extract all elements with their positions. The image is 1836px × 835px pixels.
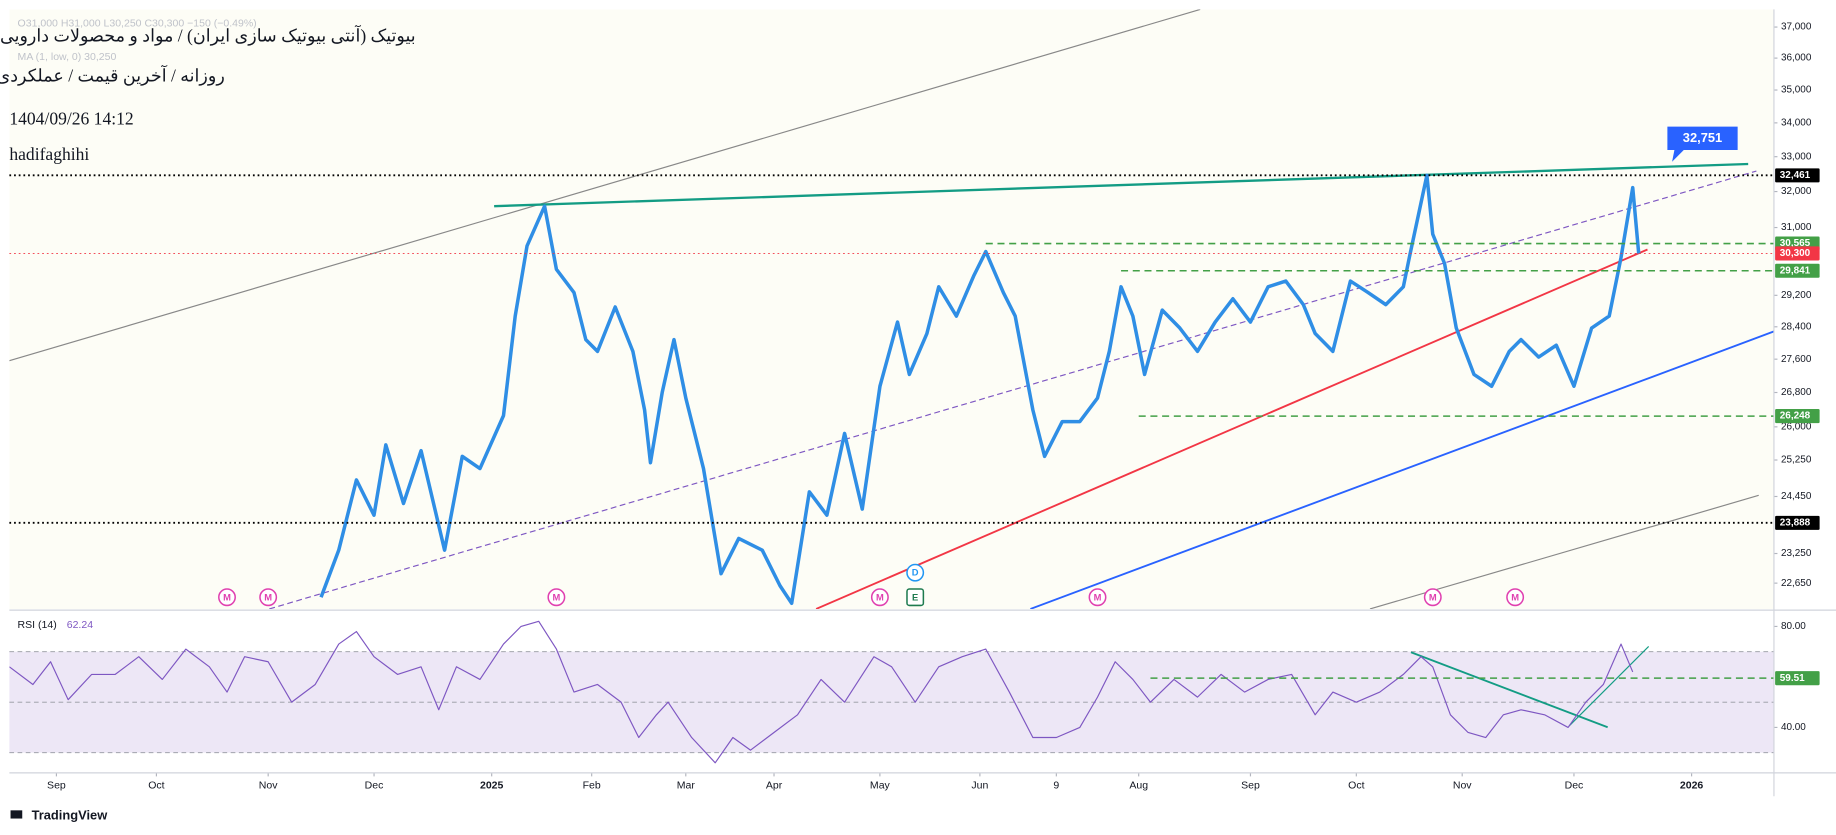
event-label: M <box>1429 592 1437 602</box>
x-tick-label: Aug <box>1129 780 1148 792</box>
y-tick-label: 80.00 <box>1781 621 1806 632</box>
trend-line <box>1568 646 1650 727</box>
event-icon <box>906 563 925 582</box>
level-label: 30,300 <box>1780 248 1811 259</box>
level-tag <box>1775 671 1820 686</box>
y-tick-label: 25,250 <box>1781 455 1812 466</box>
x-tick-label: Nov <box>259 780 278 792</box>
trend-line <box>1410 651 1609 729</box>
event-label: M <box>1094 592 1102 602</box>
callout-label: 32,751 <box>1683 130 1722 145</box>
event-label: M <box>552 592 560 602</box>
level-label: 26,248 <box>1780 411 1811 422</box>
x-tick-label: Sep <box>47 780 66 792</box>
y-tick-label: 33,000 <box>1781 151 1812 162</box>
rsi-title: RSI (14) <box>18 619 57 631</box>
x-tick-label: Oct <box>148 780 164 792</box>
subtitle: روزانه / آخرین قیمت / عملکردی <box>0 64 225 86</box>
y-tick-label: 40.00 <box>1781 722 1806 733</box>
event-label: D <box>912 568 919 578</box>
y-tick-label: 34,000 <box>1781 117 1812 128</box>
y-tick-label: 26,800 <box>1781 387 1812 398</box>
x-tick-label: 2026 <box>1680 780 1704 792</box>
event-icon <box>218 588 236 607</box>
date: 1404/09/26 14:12 <box>9 109 133 129</box>
level-label: 23,888 <box>1780 517 1811 528</box>
level-tag <box>1775 263 1820 278</box>
event-icon <box>906 588 925 607</box>
event-icon <box>870 588 889 607</box>
series-layer <box>319 173 1641 606</box>
brand: TradingView <box>32 808 109 823</box>
x-tick-label: 9 <box>1053 780 1059 792</box>
y-tick-label: 23,250 <box>1781 548 1812 559</box>
rsi-drawings <box>1410 646 1650 729</box>
event-label: E <box>912 592 918 602</box>
x-tick-label: Oct <box>1348 780 1364 792</box>
y-tick-label: 36,000 <box>1781 53 1812 64</box>
price-line <box>9 620 1634 764</box>
logo <box>10 810 23 819</box>
y-tick-label: 26,000 <box>1781 421 1812 432</box>
event-icon <box>1088 588 1107 607</box>
y-tick-label: 28,400 <box>1781 321 1812 332</box>
support-line <box>1030 330 1774 609</box>
level-label: 59.51 <box>1780 673 1805 684</box>
event-label: M <box>1511 592 1519 602</box>
y-tick-label: 29,200 <box>1781 290 1812 301</box>
event-label: M <box>264 592 272 602</box>
foreground-layer: 37,000 36,000 35,000 34,000 33,000 32,000 31,0… <box>9 22 1820 792</box>
callout-box <box>1667 126 1738 162</box>
ma: MA (1, low, 0) 30,250 <box>18 51 117 63</box>
level-tag <box>1775 515 1820 530</box>
x-tick-label: Feb <box>583 780 601 792</box>
event-icon <box>1506 588 1525 607</box>
y-tick-label: 31,000 <box>1781 222 1812 233</box>
x-tick-label: Dec <box>1565 780 1584 792</box>
level-label: 29,841 <box>1780 265 1811 276</box>
level-label: 32,461 <box>1780 170 1811 181</box>
x-tick-label: Sep <box>1241 780 1260 792</box>
x-tick-label: 2025 <box>480 780 504 792</box>
y-tick-label: 32,000 <box>1781 186 1812 197</box>
level-tag <box>1775 409 1820 424</box>
x-tick-label: Nov <box>1453 780 1472 792</box>
y-tick-label: 27,600 <box>1781 354 1812 365</box>
y-tick-label: 24,450 <box>1781 491 1812 502</box>
series-layer <box>9 620 1634 764</box>
level-label: 30,565 <box>1780 238 1811 249</box>
y-tick-label: 37,000 <box>1781 22 1812 33</box>
y-tick-label: 35,000 <box>1781 85 1812 96</box>
mid-line <box>269 170 1757 609</box>
title: بیوتیک (آنتی بیوتیک سازی ایران) / مواد و… <box>0 25 416 47</box>
support-line <box>815 248 1648 609</box>
channel-line <box>9 9 1201 362</box>
level-tag <box>1775 246 1820 261</box>
event-icon <box>1423 588 1442 607</box>
event-label: M <box>876 592 884 602</box>
event-icon <box>547 588 566 607</box>
ohlc: O31,000 H31,000 L30,250 C30,300 −150 (−0… <box>18 17 257 29</box>
event-label: M <box>223 592 231 602</box>
y-tick-label: 22,650 <box>1781 578 1812 589</box>
rsi-last: 62.24 <box>67 619 93 631</box>
level-tag <box>1775 168 1820 183</box>
x-tick-label: Jun <box>971 780 988 792</box>
author: hadifaghihi <box>9 144 89 164</box>
event-icon <box>259 588 278 607</box>
resistance-line <box>494 162 1749 208</box>
x-tick-label: Dec <box>365 780 384 792</box>
x-tick-label: Apr <box>766 780 783 792</box>
x-tick-label: Mar <box>677 780 696 792</box>
x-tick-label: May <box>870 780 891 792</box>
main-pane <box>9 9 1774 609</box>
price-line <box>319 173 1641 606</box>
drawings <box>9 9 1774 609</box>
